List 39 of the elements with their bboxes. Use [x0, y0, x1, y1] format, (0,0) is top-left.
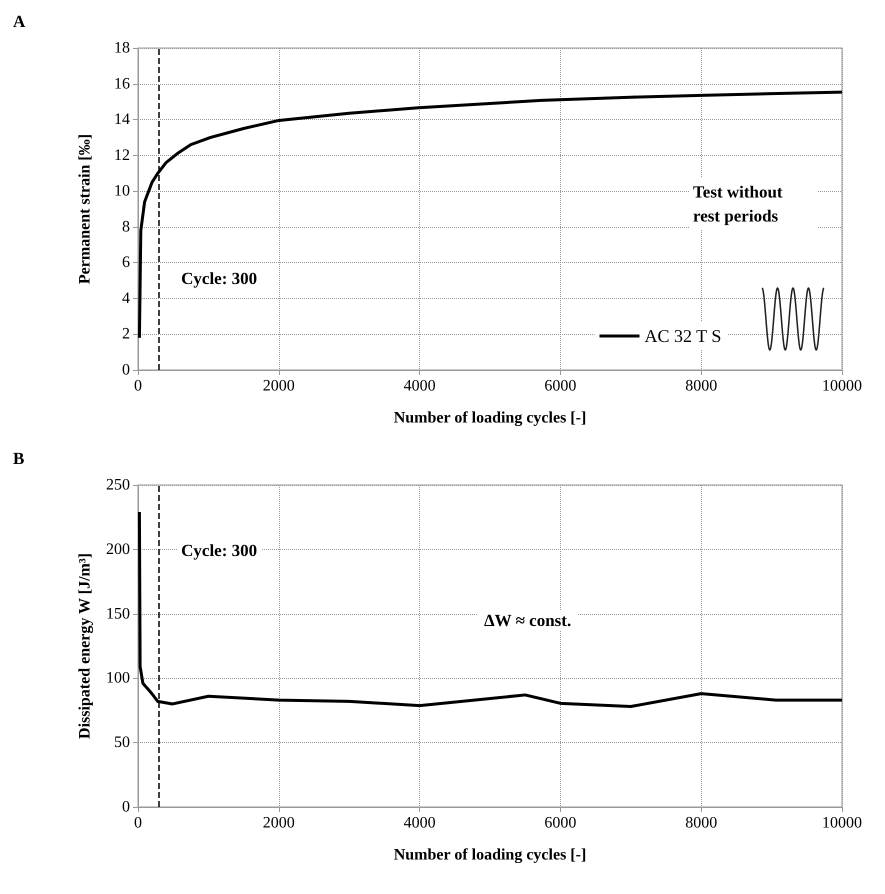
annotation: ΔW ≈ const.: [484, 611, 572, 630]
y-tick-label: 6: [122, 254, 130, 272]
y-tick-label: 12: [114, 146, 130, 164]
y-axis-title: Dissipated energy W [J/m³]: [76, 553, 94, 739]
legend-label: AC 32 T S: [644, 326, 722, 346]
x-tick-label: 0: [134, 378, 142, 394]
x-tick-label: 2000: [262, 814, 295, 832]
x-tick-label: 0: [134, 814, 142, 832]
ref-line-label: Cycle: 300: [181, 269, 258, 288]
y-tick-label: 4: [122, 290, 130, 307]
y-tick-label: 14: [114, 111, 130, 128]
y-tick-label: 0: [122, 362, 130, 378]
x-axis-title: Number of loading cycles [-]: [394, 410, 586, 426]
y-tick-label: 250: [106, 476, 130, 494]
x-tick-label: 4000: [404, 814, 436, 832]
x-tick-label: 6000: [544, 814, 576, 832]
y-tick-label: 16: [114, 75, 130, 92]
x-axis-title: Number of loading cycles [-]: [394, 846, 586, 864]
annotation: Test without rest periods: [693, 182, 787, 226]
chart-title: B: [13, 449, 24, 468]
x-tick-label: 6000: [544, 378, 576, 394]
x-tick-label: 10000: [822, 378, 862, 394]
y-tick-label: 200: [106, 540, 130, 558]
x-tick-label: 8000: [685, 378, 718, 394]
y-axis-title: Permanent strain [‰]: [76, 134, 94, 284]
y-tick-label: 100: [106, 670, 130, 687]
ref-line-label: Cycle: 300: [181, 541, 258, 560]
y-tick-label: 150: [106, 605, 130, 622]
y-tick-label: 10: [114, 182, 130, 200]
y-tick-label: 2: [122, 326, 130, 343]
x-tick-label: 2000: [262, 378, 295, 394]
y-tick-label: 18: [114, 40, 130, 56]
chart-title: A: [13, 12, 26, 31]
x-tick-label: 4000: [404, 378, 436, 394]
x-tick-label: 8000: [685, 814, 718, 832]
x-tick-label: 10000: [822, 814, 862, 832]
y-tick-label: 0: [122, 798, 130, 816]
y-tick-label: 50: [114, 734, 130, 752]
y-tick-label: 8: [122, 218, 130, 236]
